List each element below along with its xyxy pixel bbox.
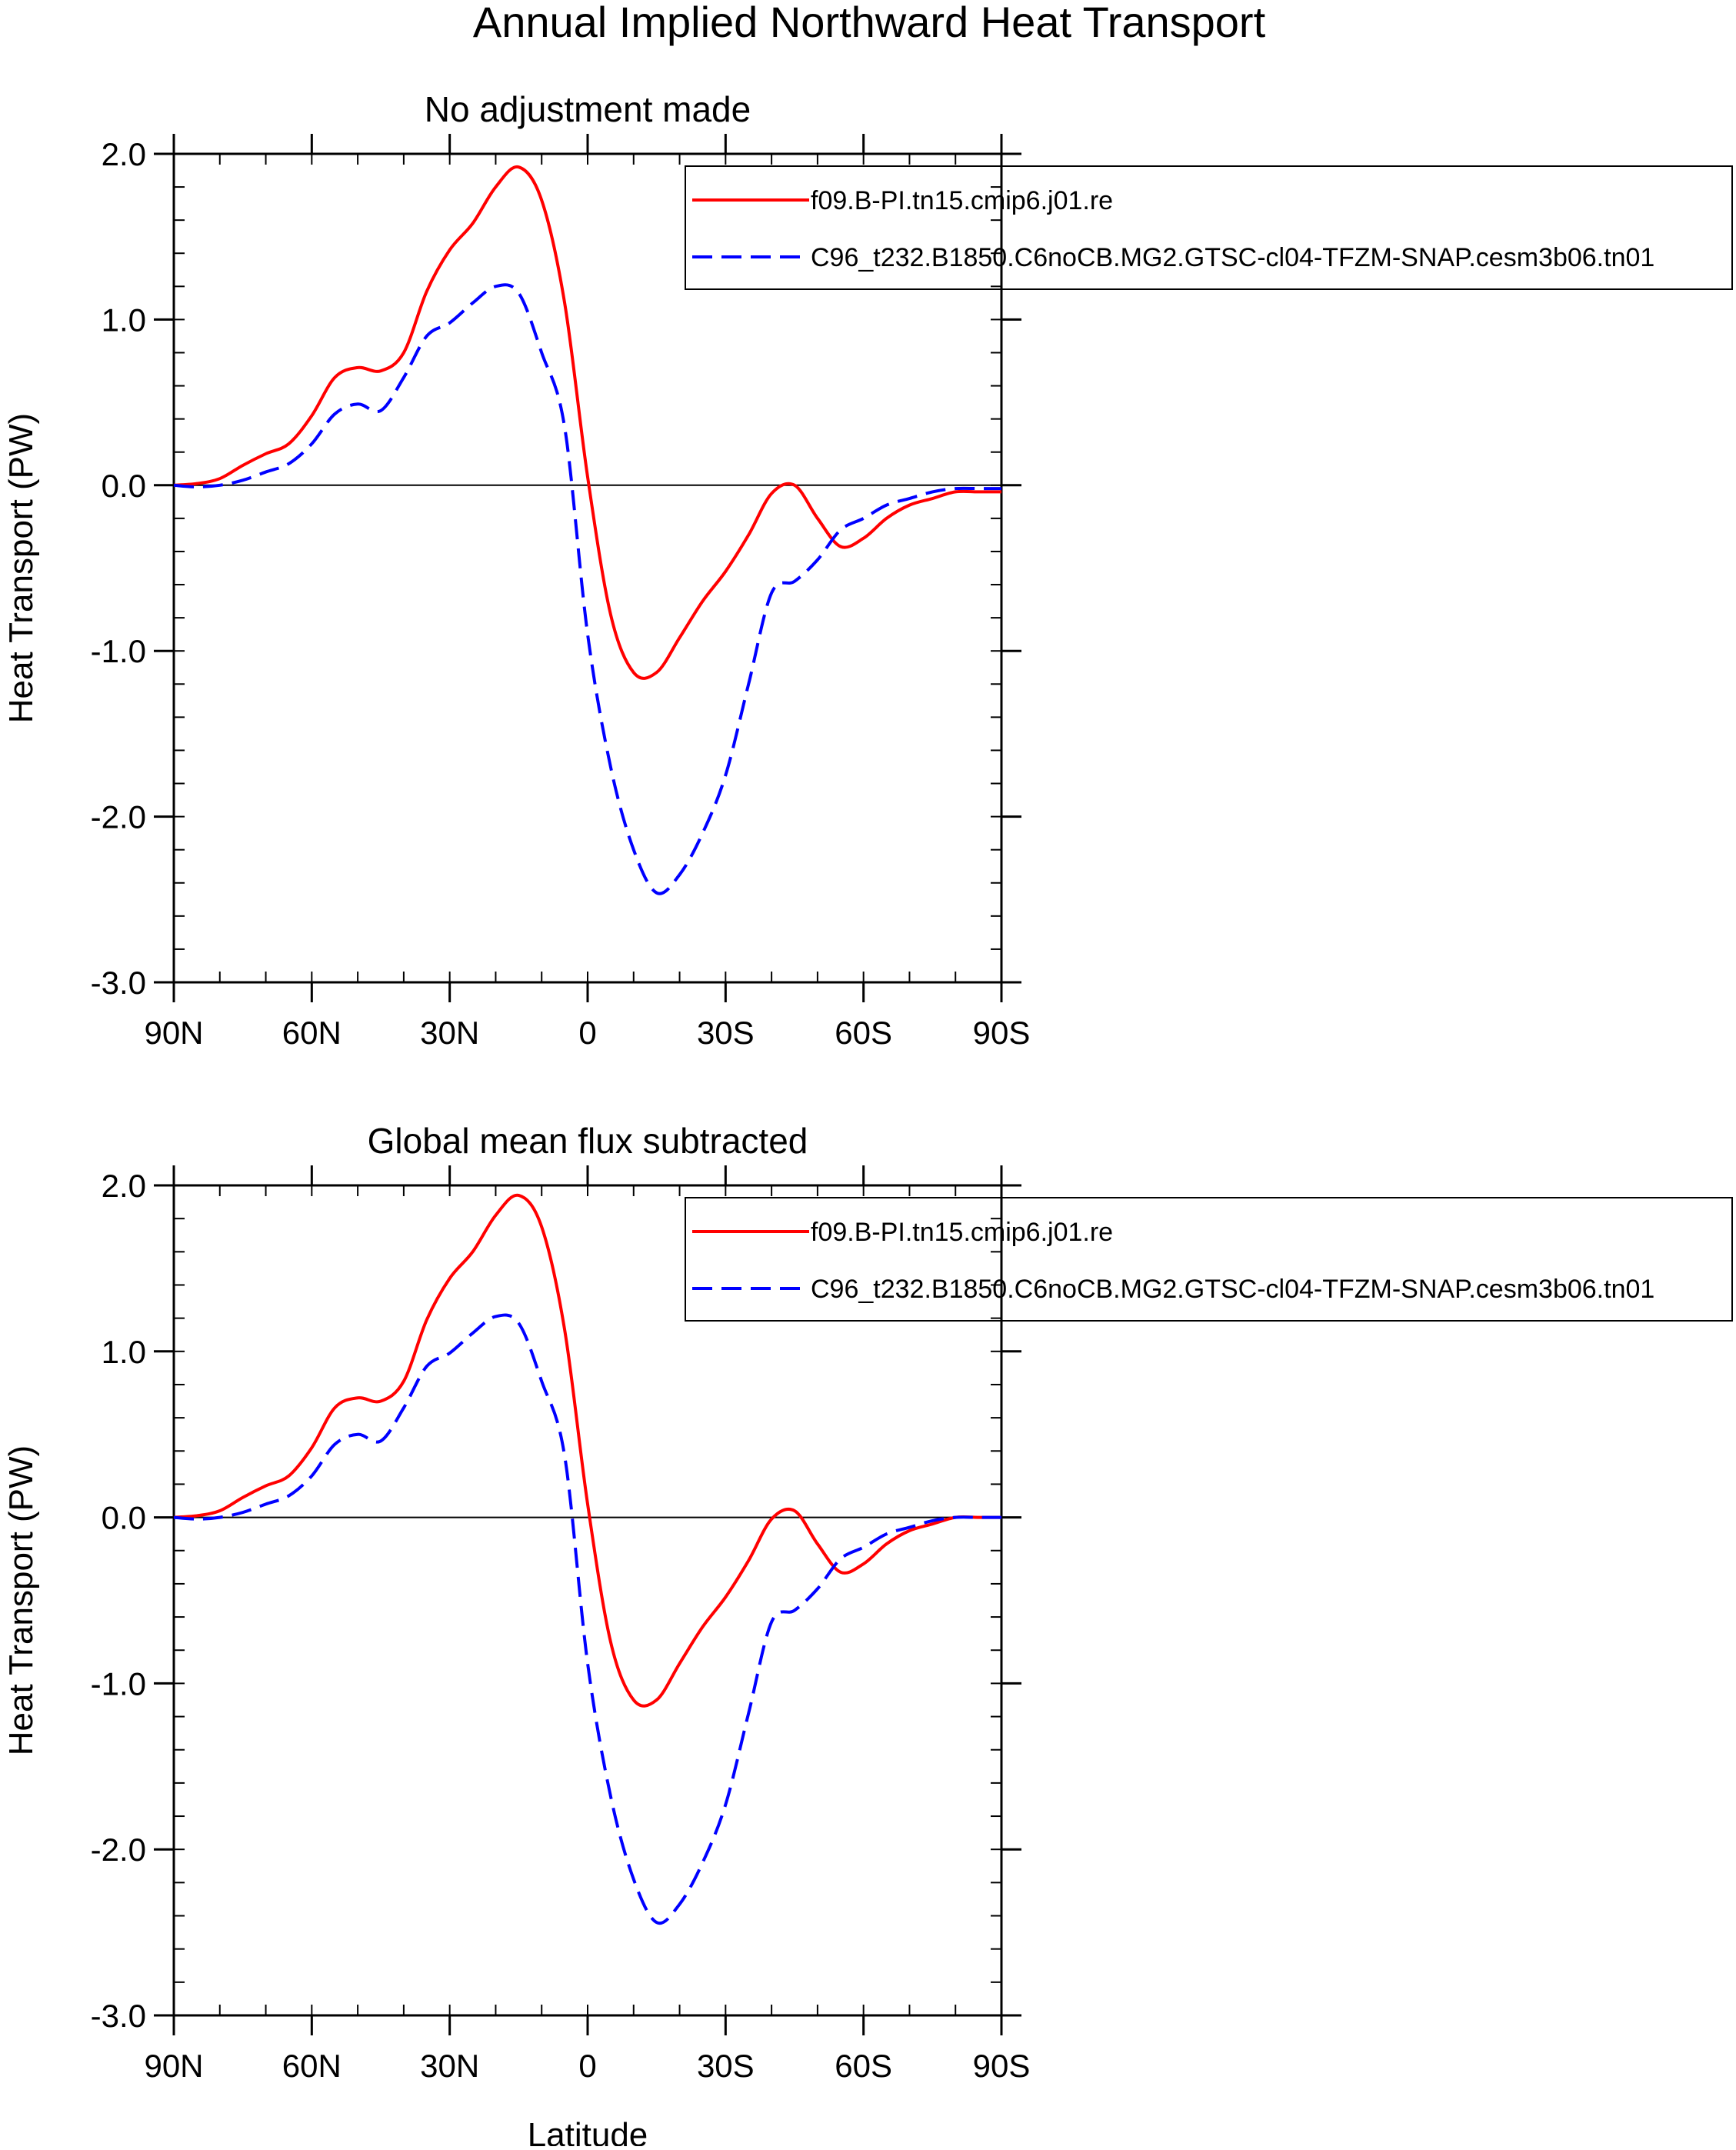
y-tick-label: 1.0 — [102, 1334, 146, 1370]
y-axis-label: Heat Transport (PW) — [2, 413, 40, 723]
x-tick-label: 0 — [578, 1015, 596, 1051]
legend-box — [685, 1197, 1733, 1322]
x-tick-label: 60N — [282, 1015, 342, 1051]
panel-1: No adjustment made Heat Transport (PW) 2.0… — [2, 89, 1733, 1051]
legend: f09.B-PI.tn15.cmip6.j01.re C96_t232.B1850… — [685, 165, 1733, 290]
y-tick-label: 1.0 — [102, 302, 146, 338]
plot-frame — [172, 152, 1003, 984]
x-tick-label: 60S — [835, 2048, 892, 2084]
legend-label-1: f09.B-PI.tn15.cmip6.j01.re — [811, 1218, 1113, 1247]
x-tick-label: 60S — [835, 1015, 892, 1051]
y-tick-label: -3.0 — [91, 1998, 146, 2034]
x-tick-label: 90S — [973, 2048, 1031, 2084]
series-line-1 — [173, 165, 1001, 680]
y-tick-label: 2.0 — [102, 1168, 146, 1204]
legend: f09.B-PI.tn15.cmip6.j01.re C96_t232.B1850… — [685, 1197, 1733, 1322]
y-tick-label: 2.0 — [102, 136, 146, 172]
x-tick-label: 30S — [697, 1015, 755, 1051]
panel-2: Global mean flux subtracted Heat Transpor… — [2, 1121, 1733, 2084]
y-tick-label: -2.0 — [91, 799, 146, 835]
x-tick-label: 30N — [420, 2048, 479, 2084]
x-tick-label: 0 — [578, 2048, 596, 2084]
legend-label-2: C96_t232.B1850.C6noCB.MG2.GTSC-cl04-TFZM… — [811, 243, 1654, 272]
x-tick-label: 60N — [282, 2048, 342, 2084]
y-tick-label: -1.0 — [91, 1665, 146, 1702]
series-line-2 — [173, 1313, 1001, 1925]
y-tick-label: -2.0 — [91, 1832, 146, 1868]
x-tick-label: 90N — [144, 2048, 203, 2084]
x-tick-label: 30S — [697, 2048, 755, 2084]
series-line-1 — [173, 1193, 1001, 1708]
x-tick-label: 90S — [973, 1015, 1031, 1051]
legend-label-2: C96_t232.B1850.C6noCB.MG2.GTSC-cl04-TFZM… — [811, 1275, 1654, 1304]
y-tick-label: 0.0 — [102, 468, 146, 504]
x-tick-label: 90N — [144, 1015, 203, 1051]
panel-title: No adjustment made — [425, 89, 751, 129]
figure-title: Annual Implied Northward Heat Transport — [473, 0, 1266, 46]
plot-frame — [172, 1184, 1003, 2017]
legend-label-1: f09.B-PI.tn15.cmip6.j01.re — [811, 186, 1113, 215]
legend-box — [685, 165, 1733, 290]
y-tick-label: 0.0 — [102, 1500, 146, 1536]
y-tick-label: -3.0 — [91, 965, 146, 1001]
x-tick-label: 30N — [420, 1015, 479, 1051]
x-axis-label: Latitude — [528, 2116, 648, 2146]
y-axis-label: Heat Transport (PW) — [2, 1445, 40, 1755]
y-tick-label: -1.0 — [91, 633, 146, 669]
series-line-2 — [173, 283, 1001, 895]
panel-title: Global mean flux subtracted — [368, 1121, 808, 1161]
